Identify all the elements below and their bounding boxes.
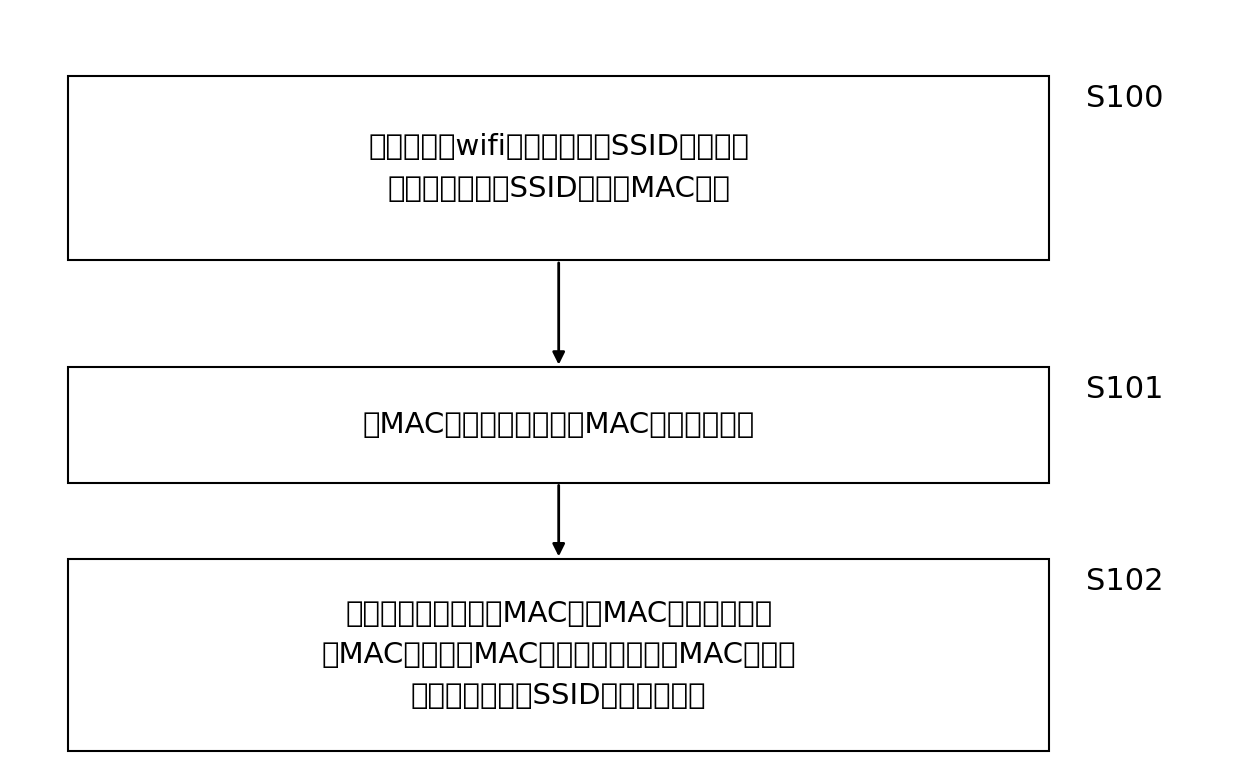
- FancyBboxPatch shape: [68, 559, 1049, 751]
- FancyBboxPatch shape: [68, 76, 1049, 260]
- Text: S101: S101: [1086, 375, 1163, 404]
- Text: 当查询结果表明所述MAC地址MAC地址存在且位
于MAC地址库的MAC黑库中时，将所述MAC地址对
应的服务集标识SSID进行虚假标识: 当查询结果表明所述MAC地址MAC地址存在且位 于MAC地址库的MAC黑库中时，…: [321, 600, 796, 711]
- Text: 在MAC地址库中查询所述MAC地址是否存在: 在MAC地址库中查询所述MAC地址是否存在: [362, 411, 755, 439]
- Text: S102: S102: [1086, 567, 1163, 596]
- Text: S100: S100: [1086, 84, 1163, 112]
- FancyBboxPatch shape: [68, 368, 1049, 483]
- Text: 客户端扫描wifi的服务集标识SSID，并获取
所述服务集标识SSID对应的MAC地址: 客户端扫描wifi的服务集标识SSID，并获取 所述服务集标识SSID对应的MA…: [368, 134, 749, 202]
